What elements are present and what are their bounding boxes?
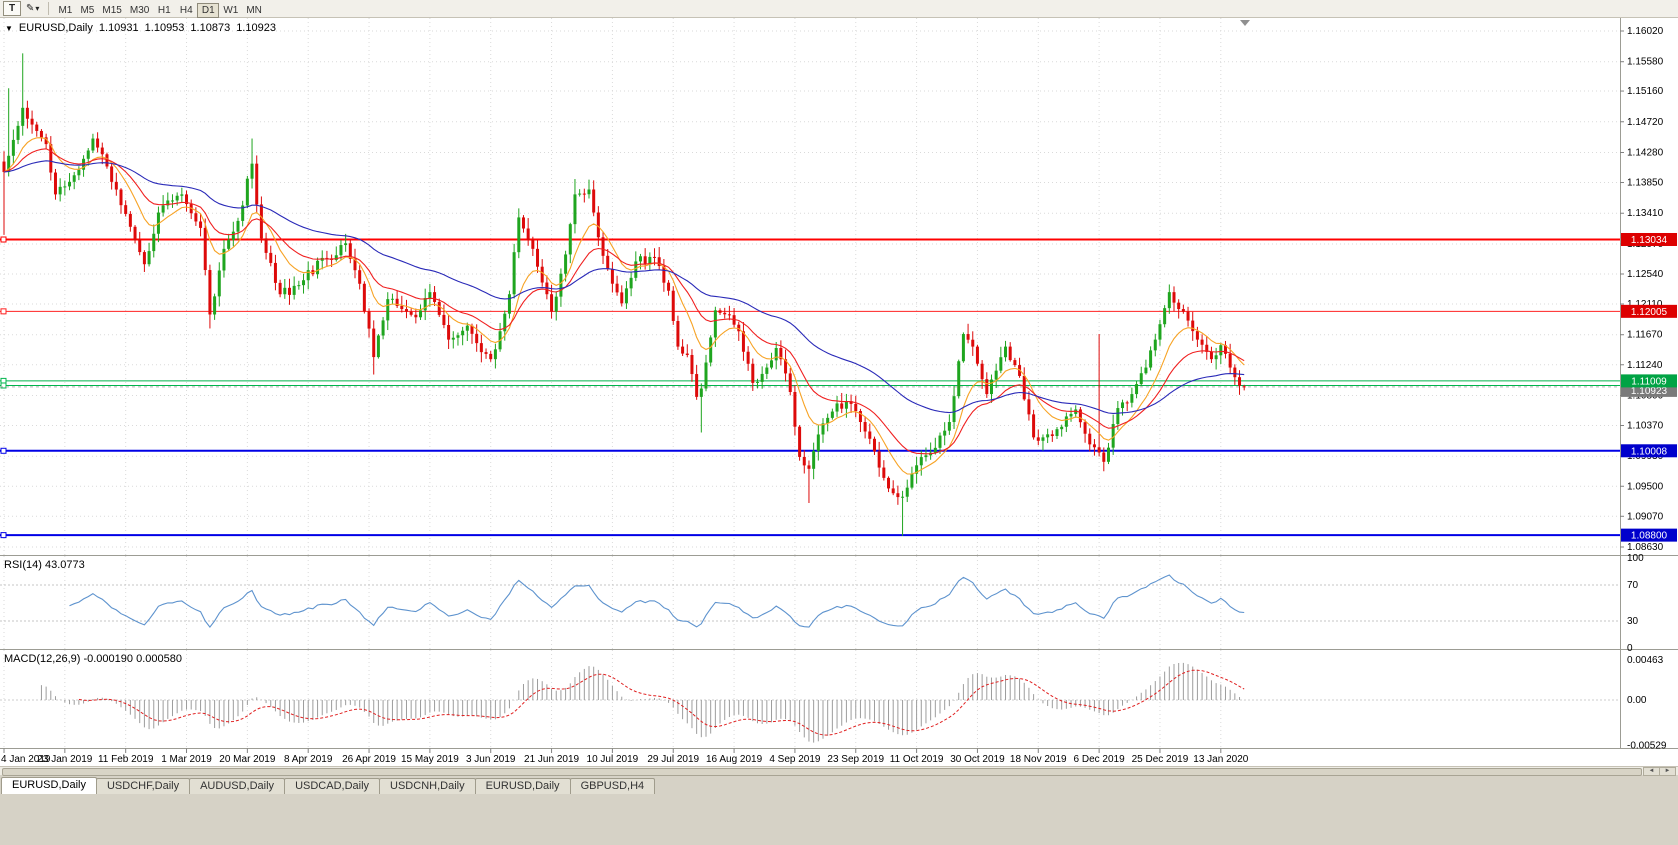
timeframe-w1[interactable]: W1 xyxy=(219,3,242,18)
timeframe-mn[interactable]: MN xyxy=(242,3,266,18)
moving-average-21 xyxy=(3,148,1245,455)
timeframe-h4[interactable]: H4 xyxy=(175,3,197,18)
text-tool-button[interactable]: T xyxy=(3,1,21,16)
main-toolbar: T ✎ ▾ M1 M5 M15 M30 H1 H4 D1 W1 MN xyxy=(0,0,1678,18)
price-line-labels: 1.10923 1.13034 1.12005 1.11009 1.10008 1.088… xyxy=(1621,232,1677,542)
timeframe-h1[interactable]: H1 xyxy=(153,3,175,18)
scroll-left-button[interactable]: ◄ xyxy=(1643,767,1660,776)
svg-text:3 Jun 2019: 3 Jun 2019 xyxy=(466,754,516,765)
chart-tab-4-usdcnh-daily[interactable]: USDCNH,Daily xyxy=(379,778,476,794)
svg-text:1.08800: 1.08800 xyxy=(1631,531,1668,542)
svg-text:1.11240: 1.11240 xyxy=(1627,360,1663,371)
chart-area: 1.16020 1.15580 1.15160 1.14720 1.14280 1.138… xyxy=(0,18,1678,766)
macd-histogram xyxy=(40,662,1245,743)
svg-text:0.00: 0.00 xyxy=(1627,695,1647,706)
svg-text:1.11670: 1.11670 xyxy=(1627,330,1663,341)
horizontal-price-lines[interactable] xyxy=(0,236,1620,539)
window-background xyxy=(0,794,1678,845)
svg-text:25 Dec 2019: 25 Dec 2019 xyxy=(1132,754,1189,765)
chevron-down-icon: ▾ xyxy=(35,4,40,13)
svg-text:1.08630: 1.08630 xyxy=(1627,542,1664,553)
chart-tab-5-eurusd-daily[interactable]: EURUSD,Daily xyxy=(474,778,571,794)
chart-tab-2-audusd-daily[interactable]: AUDUSD,Daily xyxy=(189,778,286,794)
timeframe-m5[interactable]: M5 xyxy=(76,3,98,18)
candlestick-series xyxy=(2,53,1246,536)
svg-text:1.14280: 1.14280 xyxy=(1627,147,1664,158)
svg-text:1.09070: 1.09070 xyxy=(1627,511,1664,522)
svg-text:1 Mar 2019: 1 Mar 2019 xyxy=(161,754,212,765)
svg-text:1.11009: 1.11009 xyxy=(1631,376,1667,387)
svg-text:10 Jul 2019: 10 Jul 2019 xyxy=(587,754,639,765)
rsi-line xyxy=(69,574,1245,629)
draw-tool-button[interactable]: ✎ ▾ xyxy=(22,1,43,16)
svg-text:1.13034: 1.13034 xyxy=(1631,235,1668,246)
svg-text:15 May 2019: 15 May 2019 xyxy=(401,754,459,765)
timeframe-m30[interactable]: M30 xyxy=(126,3,153,18)
svg-text:4 Jan 2019: 4 Jan 2019 xyxy=(1,754,51,765)
svg-text:1.15580: 1.15580 xyxy=(1627,57,1664,68)
scrollbar-thumb[interactable] xyxy=(2,768,1642,776)
svg-text:1.13410: 1.13410 xyxy=(1627,208,1664,219)
svg-text:20 Mar 2019: 20 Mar 2019 xyxy=(219,754,276,765)
svg-text:11 Oct 2019: 11 Oct 2019 xyxy=(890,754,944,765)
svg-text:23 Sep 2019: 23 Sep 2019 xyxy=(827,754,884,765)
svg-text:1.10008: 1.10008 xyxy=(1631,446,1668,457)
svg-text:23 Jan 2019: 23 Jan 2019 xyxy=(37,754,92,765)
svg-text:30: 30 xyxy=(1627,616,1639,627)
svg-text:1.12110: 1.12110 xyxy=(1627,299,1663,310)
svg-text:0.00463: 0.00463 xyxy=(1627,655,1664,666)
svg-text:1.15160: 1.15160 xyxy=(1627,86,1664,97)
moving-average-10 xyxy=(3,137,1245,475)
svg-text:1.10370: 1.10370 xyxy=(1627,421,1664,432)
svg-text:4 Sep 2019: 4 Sep 2019 xyxy=(769,754,821,765)
pane-separators[interactable] xyxy=(0,555,1678,749)
svg-text:13 Jan 2020: 13 Jan 2020 xyxy=(1193,754,1248,765)
svg-text:8 Apr 2019: 8 Apr 2019 xyxy=(284,754,333,765)
svg-text:1.16020: 1.16020 xyxy=(1627,26,1664,37)
svg-text:70: 70 xyxy=(1627,580,1639,591)
svg-text:30 Oct 2019: 30 Oct 2019 xyxy=(950,754,1005,765)
svg-text:1.12540: 1.12540 xyxy=(1627,269,1664,280)
chart-tab-0-eurusd-daily[interactable]: EURUSD,Daily xyxy=(1,777,97,794)
svg-text:26 Apr 2019: 26 Apr 2019 xyxy=(342,754,396,765)
toolbar-separator xyxy=(48,2,50,15)
svg-text:16 Aug 2019: 16 Aug 2019 xyxy=(706,754,763,765)
chart-canvas[interactable]: 1.16020 1.15580 1.15160 1.14720 1.14280 1.138… xyxy=(0,18,1678,766)
timeframe-m15[interactable]: M15 xyxy=(98,3,125,18)
pencil-icon: ✎ xyxy=(26,3,35,14)
svg-text:6 Dec 2019: 6 Dec 2019 xyxy=(1074,754,1126,765)
chart-tab-3-usdcad-daily[interactable]: USDCAD,Daily xyxy=(284,778,381,794)
grid-lines xyxy=(0,18,1620,748)
moving-average-55 xyxy=(3,160,1245,414)
svg-text:21 Jun 2019: 21 Jun 2019 xyxy=(524,754,579,765)
chart-tab-bar: EURUSD,Daily USDCHF,Daily AUDUSD,Daily USDC… xyxy=(0,776,1678,794)
timeframe-m1[interactable]: M1 xyxy=(54,3,76,18)
macd-signal-line xyxy=(78,669,1245,736)
timeframe-button-group: M1 M5 M15 M30 H1 H4 D1 W1 MN xyxy=(54,0,265,18)
scroll-right-button[interactable]: ► xyxy=(1659,767,1676,776)
svg-text:1.13850: 1.13850 xyxy=(1627,178,1664,189)
svg-text:100: 100 xyxy=(1627,553,1644,564)
svg-text:1.14720: 1.14720 xyxy=(1627,117,1664,128)
horizontal-scrollbar[interactable]: ◄ ► xyxy=(0,766,1678,776)
svg-text:1.12005: 1.12005 xyxy=(1631,307,1668,318)
timeframe-d1[interactable]: D1 xyxy=(197,2,220,18)
chart-shift-marker[interactable] xyxy=(1240,20,1250,26)
svg-text:-0.00529: -0.00529 xyxy=(1627,740,1667,751)
chart-tab-6-gbpusd-h4[interactable]: GBPUSD,H4 xyxy=(569,778,656,794)
svg-text:11 Feb 2019: 11 Feb 2019 xyxy=(98,754,154,765)
svg-text:29 Jul 2019: 29 Jul 2019 xyxy=(647,754,699,765)
svg-text:1.09500: 1.09500 xyxy=(1627,481,1664,492)
svg-text:0: 0 xyxy=(1627,643,1633,654)
svg-text:18 Nov 2019: 18 Nov 2019 xyxy=(1010,754,1067,765)
svg-text:1.10923: 1.10923 xyxy=(1631,386,1668,397)
chart-tab-1-usdchf-daily[interactable]: USDCHF,Daily xyxy=(95,778,191,794)
